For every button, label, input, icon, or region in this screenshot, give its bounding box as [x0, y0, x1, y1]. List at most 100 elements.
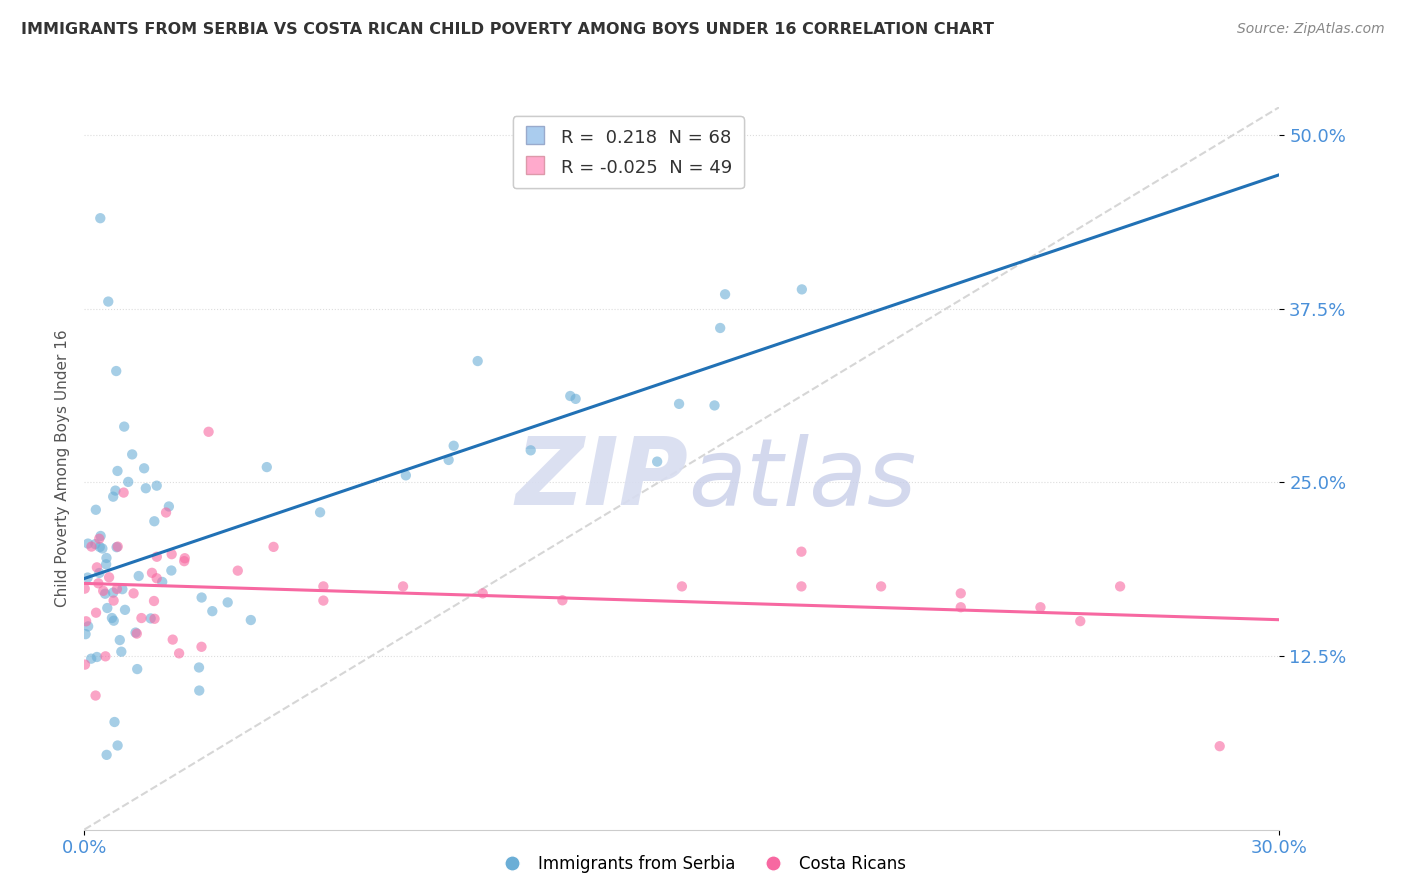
Point — [145, 571, 167, 585]
Point — [471, 586, 494, 600]
Point — [645, 454, 668, 468]
Point — [139, 611, 162, 625]
Point — [135, 481, 157, 495]
Point — [256, 460, 278, 475]
Point — [73, 582, 96, 596]
Point — [671, 579, 693, 593]
Point — [117, 475, 139, 489]
Point — [309, 505, 332, 519]
Point — [790, 579, 813, 593]
Point — [80, 651, 103, 665]
Point — [145, 478, 167, 492]
Point — [107, 464, 129, 478]
Point — [709, 321, 731, 335]
Point — [94, 558, 117, 572]
Point — [150, 574, 173, 589]
Point — [437, 453, 460, 467]
Point — [173, 551, 195, 566]
Point — [86, 560, 108, 574]
Point — [155, 506, 177, 520]
Point — [141, 566, 163, 580]
Point — [263, 540, 285, 554]
Point — [91, 541, 114, 556]
Point — [519, 443, 541, 458]
Point — [551, 593, 574, 607]
Point — [124, 625, 146, 640]
Point — [103, 714, 125, 729]
Point — [110, 645, 132, 659]
Point — [190, 640, 212, 654]
Point — [197, 425, 219, 439]
Point — [239, 613, 262, 627]
Point — [146, 549, 169, 564]
Point — [105, 364, 128, 378]
Text: ZIP: ZIP — [515, 434, 688, 525]
Point — [98, 570, 121, 584]
Point — [443, 439, 465, 453]
Point — [94, 649, 117, 664]
Point — [160, 547, 183, 561]
Point — [89, 540, 111, 554]
Point — [105, 540, 128, 554]
Point — [395, 468, 418, 483]
Point — [96, 551, 118, 566]
Point — [80, 540, 103, 554]
Point — [949, 600, 972, 615]
Point — [188, 683, 211, 698]
Point — [217, 595, 239, 609]
Point — [90, 529, 112, 543]
Point — [103, 490, 125, 504]
Point — [560, 389, 582, 403]
Point — [131, 611, 153, 625]
Point — [160, 564, 183, 578]
Point — [76, 570, 98, 584]
Point — [75, 615, 97, 629]
Text: atlas: atlas — [688, 434, 917, 524]
Point — [143, 514, 166, 528]
Point — [77, 619, 100, 633]
Point — [564, 392, 586, 406]
Legend: R =  0.218  N = 68, R = -0.025  N = 49: R = 0.218 N = 68, R = -0.025 N = 49 — [513, 116, 744, 188]
Point — [162, 632, 184, 647]
Point — [96, 747, 118, 762]
Point — [89, 211, 111, 226]
Point — [1069, 614, 1091, 628]
Point — [122, 586, 145, 600]
Point — [105, 582, 128, 596]
Point — [112, 419, 135, 434]
Point — [103, 614, 125, 628]
Point — [86, 650, 108, 665]
Point — [132, 461, 156, 475]
Point — [167, 646, 190, 660]
Point — [107, 540, 129, 554]
Point — [111, 582, 134, 596]
Point — [312, 593, 335, 607]
Point — [226, 564, 249, 578]
Point — [84, 502, 107, 516]
Point — [87, 576, 110, 591]
Point — [188, 660, 211, 674]
Point — [703, 399, 725, 413]
Point — [75, 627, 97, 641]
Point — [392, 579, 415, 593]
Point — [1109, 579, 1132, 593]
Point — [312, 579, 335, 593]
Point — [91, 583, 114, 598]
Y-axis label: Child Poverty Among Boys Under 16: Child Poverty Among Boys Under 16 — [55, 329, 70, 607]
Point — [84, 606, 107, 620]
Point — [1209, 739, 1232, 754]
Point — [143, 612, 166, 626]
Point — [97, 294, 120, 309]
Point — [94, 587, 117, 601]
Point — [103, 593, 125, 607]
Point — [107, 739, 129, 753]
Point — [101, 611, 124, 625]
Point — [143, 594, 166, 608]
Point — [1029, 600, 1052, 615]
Point — [121, 447, 143, 461]
Point — [104, 483, 127, 498]
Point — [112, 485, 135, 500]
Point — [128, 569, 150, 583]
Point — [790, 282, 813, 296]
Point — [89, 566, 111, 580]
